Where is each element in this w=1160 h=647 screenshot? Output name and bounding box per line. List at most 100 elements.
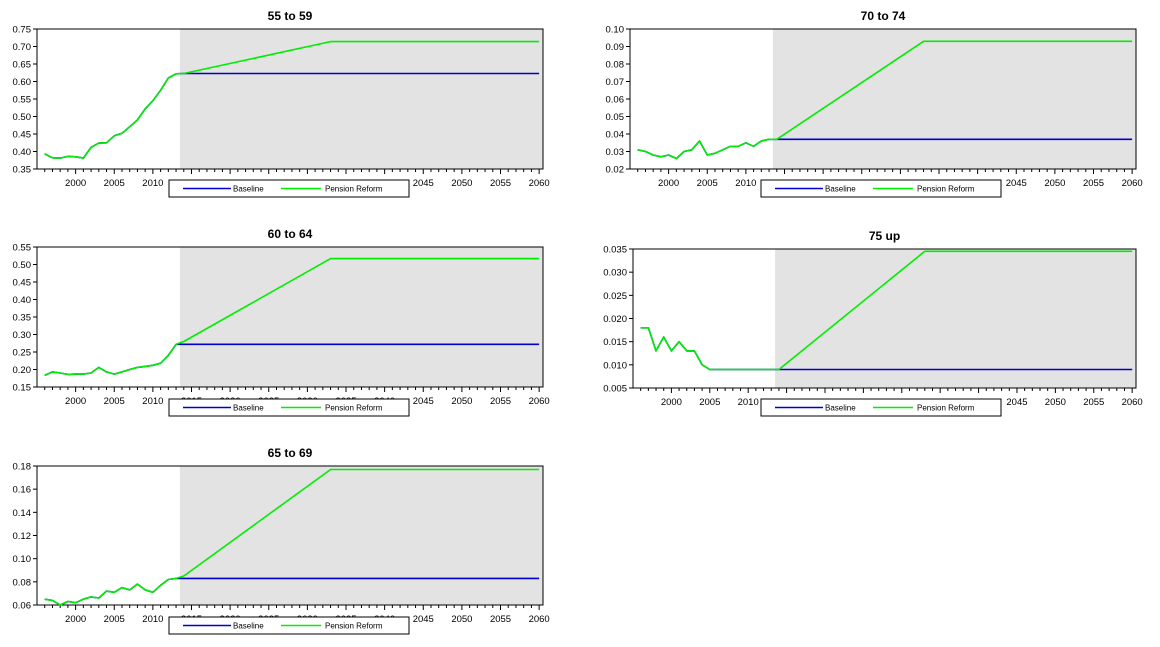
- y-tick-label: 0.09: [606, 42, 625, 53]
- y-tick-label: 0.40: [13, 147, 32, 158]
- y-tick-label: 0.20: [13, 365, 32, 376]
- legend: Baseline Pension Reform: [168, 398, 410, 417]
- legend-reform-label: Pension Reform: [917, 404, 975, 413]
- legend-baseline-label: Baseline: [233, 404, 264, 413]
- chart-title: 55 to 59: [268, 9, 313, 23]
- x-tick-label: 2000: [661, 397, 682, 408]
- x-tick-label: 2010: [142, 614, 163, 625]
- y-tick-label: 0.10: [13, 554, 32, 565]
- y-tick-label: 0.12: [13, 531, 32, 542]
- legend: Baseline Pension Reform: [168, 616, 410, 635]
- legend-reform-label: Pension Reform: [325, 622, 383, 631]
- x-tick-label: 2050: [451, 178, 472, 189]
- legend-reform-label: Pension Reform: [917, 185, 975, 194]
- projection-shading: [772, 29, 1136, 169]
- chart-panel: 60 to 64 0.15 0.20 0.25 0.30 0.35 0.40 0.45 0.50…: [13, 227, 550, 417]
- y-tick-label: 0.75: [13, 25, 32, 36]
- y-tick-label: 0.35: [13, 165, 32, 176]
- y-tick-label: 0.03: [606, 147, 625, 158]
- pension-reform-series-line: [44, 257, 540, 377]
- chart-panel: 75 up 0.005 0.010 0.015 0.020 0.025 0.030 0.035…: [603, 229, 1143, 417]
- x-tick-label: 2005: [699, 397, 720, 408]
- y-tick-label: 0.70: [13, 42, 32, 53]
- y-tick-label: 0.65: [13, 60, 32, 71]
- y-tick-label: 0.45: [13, 130, 32, 141]
- x-tick-label: 2055: [1083, 178, 1104, 189]
- y-tick-label: 0.30: [13, 330, 32, 341]
- chart-panel: 55 to 59 0.35 0.40 0.45 0.50 0.55 0.60 0.65 0.70…: [13, 9, 550, 198]
- y-tick-label: 0.14: [13, 508, 32, 519]
- pension-reform-series-line: [637, 40, 1133, 160]
- x-tick-label: 2060: [529, 178, 550, 189]
- projection-shading: [179, 29, 543, 169]
- x-tick-label: 2010: [735, 178, 756, 189]
- x-tick-label: 2005: [104, 614, 125, 625]
- legend-baseline-label: Baseline: [825, 185, 856, 194]
- x-tick-label: 2050: [451, 396, 472, 407]
- x-tick-label: 2045: [413, 396, 434, 407]
- y-tick-label: 0.35: [13, 313, 32, 324]
- y-tick-label: 0.025: [603, 291, 627, 302]
- x-tick-label: 2050: [1044, 178, 1065, 189]
- y-tick-label: 0.005: [603, 384, 627, 395]
- y-tick-label: 0.16: [13, 485, 32, 496]
- y-tick-label: 0.035: [603, 245, 627, 256]
- x-tick-label: 2055: [1083, 397, 1104, 408]
- x-tick-label: 2060: [1122, 178, 1143, 189]
- y-tick-label: 0.40: [13, 295, 32, 306]
- y-tick-label: 0.06: [13, 601, 32, 612]
- projection-shading: [775, 249, 1136, 388]
- legend: Baseline Pension Reform: [760, 398, 1002, 417]
- x-tick-label: 2055: [490, 614, 511, 625]
- x-tick-label: 2010: [142, 396, 163, 407]
- chart-title: 65 to 69: [268, 446, 313, 460]
- x-tick-label: 2055: [490, 396, 511, 407]
- x-tick-label: 2005: [104, 178, 125, 189]
- legend-baseline-label: Baseline: [233, 622, 264, 631]
- y-tick-label: 0.15: [13, 383, 32, 394]
- y-tick-label: 0.07: [606, 77, 625, 88]
- y-tick-label: 0.08: [606, 60, 625, 71]
- x-tick-label: 2060: [1122, 397, 1143, 408]
- y-tick-label: 0.25: [13, 348, 32, 359]
- y-tick-label: 0.45: [13, 278, 32, 289]
- x-tick-label: 2000: [65, 396, 86, 407]
- x-tick-label: 2010: [738, 397, 759, 408]
- legend-reform-label: Pension Reform: [325, 185, 383, 194]
- x-tick-label: 2010: [142, 178, 163, 189]
- x-tick-label: 2060: [529, 396, 550, 407]
- y-tick-label: 0.55: [13, 95, 32, 106]
- y-tick-label: 0.030: [603, 268, 627, 279]
- y-tick-label: 0.50: [13, 112, 32, 123]
- y-tick-label: 0.015: [603, 337, 627, 348]
- y-tick-label: 0.60: [13, 77, 32, 88]
- x-tick-label: 2055: [490, 178, 511, 189]
- chart-panel: 65 to 69 0.06 0.08 0.10 0.12 0.14 0.16 0.18 2000…: [13, 446, 550, 635]
- pension-reform-series-line: [44, 468, 540, 606]
- y-tick-label: 0.020: [603, 314, 627, 325]
- chart-title: 70 to 74: [861, 9, 906, 23]
- x-tick-label: 2005: [697, 178, 718, 189]
- pension-reform-series-line: [44, 40, 540, 159]
- y-tick-label: 0.50: [13, 260, 32, 271]
- x-tick-label: 2045: [1006, 397, 1027, 408]
- legend: Baseline Pension Reform: [168, 179, 410, 198]
- y-tick-label: 0.08: [13, 577, 32, 588]
- projection-shading: [179, 466, 543, 605]
- y-tick-label: 0.010: [603, 360, 627, 371]
- x-tick-label: 2045: [413, 614, 434, 625]
- y-tick-label: 0.05: [606, 112, 625, 123]
- legend-baseline-label: Baseline: [233, 185, 264, 194]
- y-tick-label: 0.02: [606, 165, 625, 176]
- x-tick-label: 2045: [413, 178, 434, 189]
- x-tick-label: 2000: [658, 178, 679, 189]
- x-tick-label: 2050: [451, 614, 472, 625]
- y-tick-label: 0.55: [13, 243, 32, 254]
- x-tick-label: 2000: [65, 614, 86, 625]
- y-tick-label: 0.18: [13, 462, 32, 473]
- y-tick-label: 0.10: [606, 25, 625, 36]
- y-tick-label: 0.04: [606, 130, 625, 141]
- legend-baseline-label: Baseline: [825, 404, 856, 413]
- x-tick-label: 2050: [1045, 397, 1066, 408]
